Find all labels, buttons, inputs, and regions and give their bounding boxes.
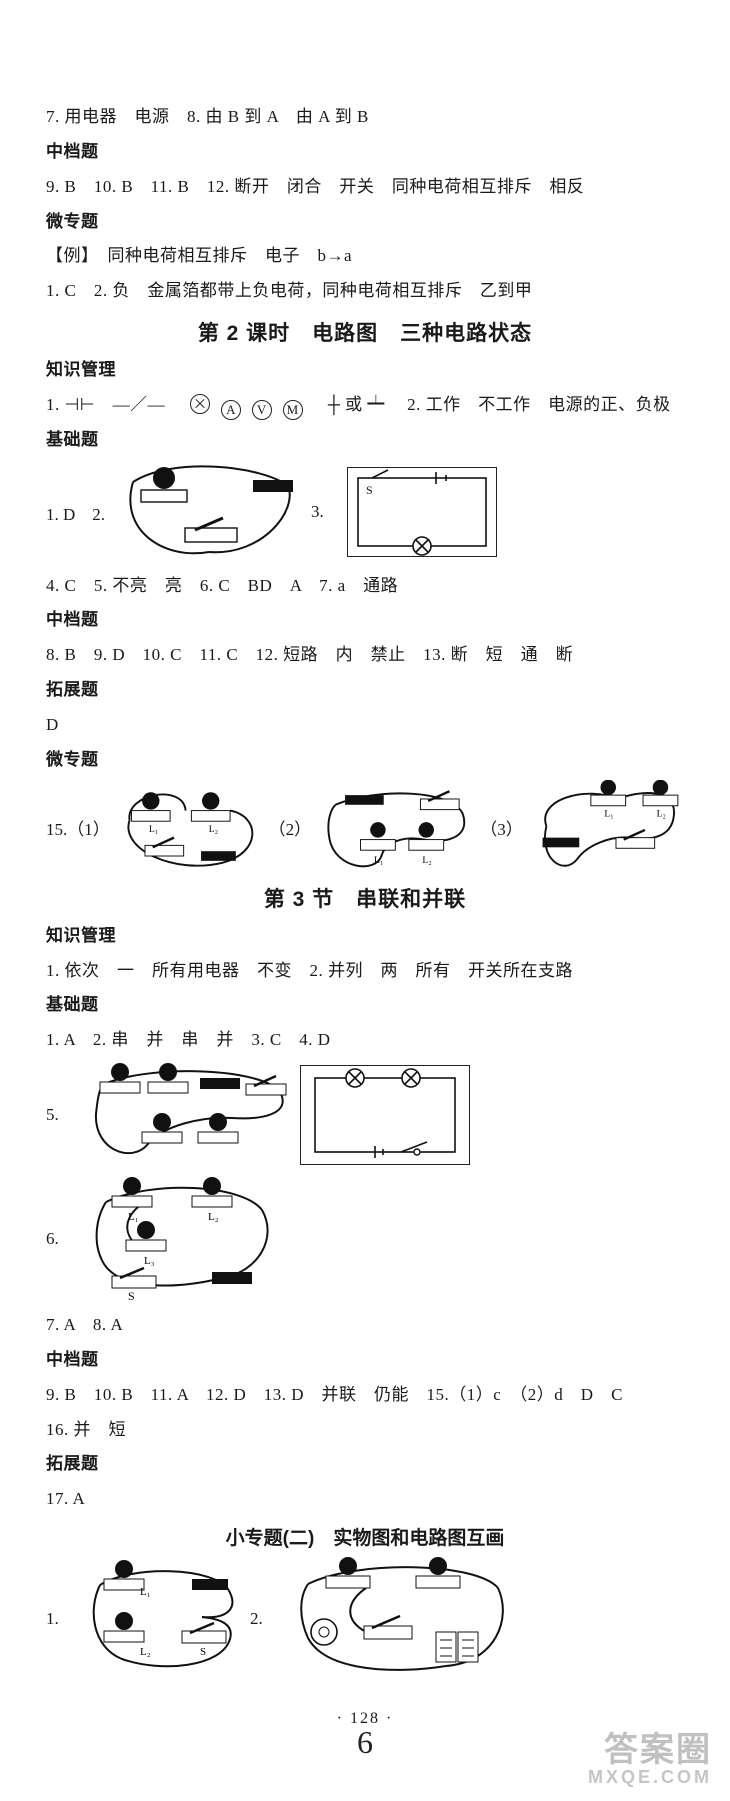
circuit-figure-15-2: L₁ L₂ bbox=[318, 780, 473, 875]
svg-text:L₁: L₁ bbox=[140, 1586, 151, 1598]
figure-row-q5: 5. bbox=[46, 1060, 684, 1170]
q3-prefix: 3. bbox=[311, 502, 339, 522]
svg-text:L₁: L₁ bbox=[374, 854, 383, 865]
watermark-text-1: 答案圈 bbox=[588, 1733, 712, 1769]
section-2-title: 第 2 课时 电路图 三种电路状态 bbox=[46, 317, 684, 347]
q15-2-label: （2） bbox=[269, 815, 310, 840]
line-s2-5: 4. C 5. 不亮 亮 6. C BD A 7. a 通路 bbox=[46, 569, 684, 604]
heading-basic-3: 基础题 bbox=[46, 988, 684, 1023]
s4-q2-prefix: 2. bbox=[250, 1609, 278, 1629]
s4-q1-prefix: 1. bbox=[46, 1609, 74, 1629]
q15-3-label: （3） bbox=[480, 815, 521, 840]
figure-row-q6: 6. L₁ L₂ L₃ S bbox=[46, 1174, 684, 1304]
line-s3-2: 1. A 2. 串 并 串 并 3. C 4. D bbox=[46, 1023, 684, 1058]
line-top-4: 1. C 2. 负 金属箔都带上负电荷，同种电荷相互排斥 乙到甲 bbox=[46, 274, 684, 309]
km-lead: 1. ⊣⊢ —／— bbox=[46, 395, 183, 414]
km-tail: 2. 工作 不工作 电源的正、负极 bbox=[390, 395, 671, 414]
motor-icon: M bbox=[283, 400, 303, 420]
line-s3-6: 17. A bbox=[46, 1482, 684, 1517]
physical-circuit-figure-q5 bbox=[82, 1060, 292, 1170]
svg-text:L₁: L₁ bbox=[605, 808, 614, 819]
lamp-symbol-icon bbox=[190, 394, 210, 414]
svg-text:L₁: L₁ bbox=[128, 1211, 139, 1223]
voltmeter-icon: V bbox=[252, 400, 272, 420]
physical-circuit-figure-q6: L₁ L₂ L₃ S bbox=[82, 1174, 282, 1304]
figure-row-1: 1. D 2. 3. S bbox=[46, 460, 684, 565]
heading-extend-3: 拓展题 bbox=[46, 1447, 684, 1482]
heading-micro-2: 微专题 bbox=[46, 743, 684, 778]
svg-text:L₂: L₂ bbox=[208, 824, 217, 835]
heading-extend-2: 拓展题 bbox=[46, 673, 684, 708]
line-top-2: 9. B 10. B 11. B 12. 断开 闭合 开关 同种电荷相互排斥 相… bbox=[46, 170, 684, 205]
q15-1-label: 15.（1） bbox=[46, 815, 108, 840]
line-s2-6: 8. B 9. D 10. C 11. C 12. 短路 内 禁止 13. 断 … bbox=[46, 638, 684, 673]
watermark-text-2: MXQE.COM bbox=[588, 1768, 712, 1787]
svg-text:L₂: L₂ bbox=[657, 808, 666, 819]
heading-mid-1: 中档题 bbox=[46, 135, 684, 170]
svg-text:L₃: L₃ bbox=[144, 1255, 155, 1267]
q6-prefix: 6. bbox=[46, 1229, 74, 1249]
watermark: 答案圈 MXQE.COM bbox=[588, 1733, 712, 1788]
physical-circuit-figure-1 bbox=[113, 460, 303, 565]
line-km-symbols: 1. ⊣⊢ —／— A V M ┼ 或 ┷ 2. 工作 不工作 电源的正、负极 bbox=[46, 388, 684, 423]
heading-knowledge-3: 知识管理 bbox=[46, 919, 684, 954]
line-s3-4: 9. B 10. B 11. A 12. D 13. D 并联 仍能 15.（1… bbox=[46, 1378, 684, 1413]
physical-circuit-figure-s4-2 bbox=[286, 1554, 516, 1684]
line-s3-1: 1. 依次 一 所有用电器 不变 2. 并列 两 所有 开关所在支路 bbox=[46, 954, 684, 989]
section-4-title: 小专题(二) 实物图和电路图互画 bbox=[46, 1523, 684, 1550]
heading-micro-1: 微专题 bbox=[46, 205, 684, 240]
line-s2-7: D bbox=[46, 708, 684, 743]
svg-text:L₂: L₂ bbox=[140, 1646, 151, 1658]
schematic-figure-q5 bbox=[300, 1065, 470, 1165]
circuit-figure-15-3: L₁ L₂ bbox=[529, 780, 684, 875]
q2-prefix: 1. D 2. bbox=[46, 500, 105, 525]
heading-mid-2: 中档题 bbox=[46, 603, 684, 638]
schematic-figure-1: S bbox=[347, 467, 497, 557]
switch-label: S bbox=[366, 483, 373, 497]
line-top-3: 【例】 同种电荷相互排斥 电子 b→a bbox=[46, 239, 684, 274]
line-s3-5: 16. 并 短 bbox=[46, 1413, 684, 1448]
crossing-icon: ┼ 或 ┷ bbox=[310, 395, 385, 414]
svg-text:L₂: L₂ bbox=[208, 1211, 219, 1223]
figure-row-s4: 1. L₁ L₂ S 2. bbox=[46, 1554, 684, 1684]
line-top-1: 7. 用电器 电源 8. 由 B 到 A 由 A 到 B bbox=[46, 100, 684, 135]
ammeter-icon: A bbox=[221, 400, 241, 420]
svg-text:L₂: L₂ bbox=[422, 854, 431, 865]
physical-circuit-figure-s4-1: L₁ L₂ S bbox=[82, 1559, 242, 1679]
circuit-figure-15-1: L₁ L₂ bbox=[116, 780, 261, 875]
section-3-title: 第 3 节 串联和并联 bbox=[46, 883, 684, 913]
heading-mid-3: 中档题 bbox=[46, 1343, 684, 1378]
figure-row-15: 15.（1） L₁ L₂ （2） L₁ L₂ （3） bbox=[46, 780, 684, 875]
heading-knowledge-2: 知识管理 bbox=[46, 353, 684, 388]
line-s3-3: 7. A 8. A bbox=[46, 1308, 684, 1343]
svg-text:S: S bbox=[200, 1646, 206, 1658]
svg-text:S: S bbox=[128, 1289, 135, 1303]
q5-prefix: 5. bbox=[46, 1105, 74, 1125]
svg-text:L₁: L₁ bbox=[148, 824, 157, 835]
heading-basic-2: 基础题 bbox=[46, 423, 684, 458]
